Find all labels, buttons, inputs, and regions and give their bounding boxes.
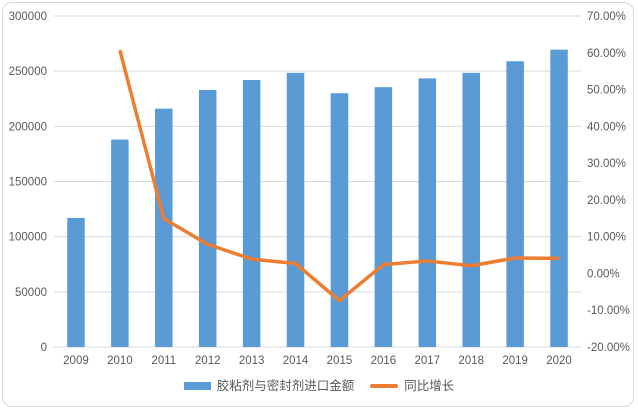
chart-legend: 胶粘剂与密封剂进口金额 同比增长 (0, 376, 638, 396)
bar-2017 (418, 78, 437, 348)
left-axis-tick-label: 50000 (15, 287, 47, 299)
left-axis-tick-label: 300000 (9, 11, 47, 23)
bar-2014 (286, 72, 305, 348)
legend-label-import-amount: 胶粘剂与密封剂进口金额 (216, 379, 355, 393)
left-axis-tick-label: 150000 (9, 177, 47, 189)
legend-label-yoy-growth: 同比增长 (404, 379, 455, 393)
legend-item-import-amount: 胶粘剂与密封剂进口金额 (183, 376, 355, 396)
right-axis-tick-label: -20.00% (587, 342, 630, 354)
bar-2009 (67, 217, 85, 347)
left-axis-tick-label: 250000 (9, 66, 47, 78)
right-axis-tick-label: 30.00% (587, 158, 626, 170)
x-axis-label-2015: 2015 (327, 355, 353, 367)
x-axis-label-2013: 2013 (239, 355, 265, 367)
right-axis-tick-label: 70.00% (587, 11, 626, 23)
bar-2015 (330, 93, 349, 347)
bar-2011 (155, 108, 173, 348)
line-series-swatch (370, 384, 399, 388)
line-series (118, 49, 560, 303)
chart-frame (2, 2, 634, 407)
x-axis-label-2016: 2016 (371, 355, 397, 367)
x-axis-label-2011: 2011 (151, 355, 176, 367)
left-axis-tick-label: 0 (41, 342, 47, 354)
right-axis-tick-label: 60.00% (587, 48, 626, 60)
right-axis-tick-label: 50.00% (587, 85, 626, 97)
legend-item-yoy-growth: 同比增长 (370, 376, 454, 396)
bar-series-swatch (183, 382, 211, 390)
x-axis-label-2018: 2018 (458, 355, 484, 367)
x-axis-label-2010: 2010 (107, 355, 133, 367)
right-axis-tick-label: 10.00% (587, 232, 626, 244)
x-axis-label-2020: 2020 (546, 355, 572, 367)
bar-2020 (550, 49, 568, 347)
x-axis-label-2014: 2014 (283, 355, 309, 367)
x-axis-label-2012: 2012 (195, 355, 221, 367)
bar-2013 (242, 79, 261, 347)
bar-2016 (374, 87, 393, 347)
x-axis-label-2019: 2019 (502, 355, 528, 367)
bar-2010 (111, 139, 129, 347)
right-axis-tick-label: 0.00% (587, 268, 620, 280)
bar-2012 (198, 89, 217, 347)
right-axis-tick-label: -10.00% (587, 305, 630, 317)
left-axis-tick-label: 200000 (9, 121, 47, 133)
right-axis-tick-label: 40.00% (587, 121, 626, 133)
bar-2018 (462, 72, 480, 348)
x-axis-label-2009: 2009 (63, 355, 89, 367)
bar-2019 (506, 61, 524, 348)
x-axis-label-2017: 2017 (414, 355, 440, 367)
left-axis-tick-label: 100000 (9, 232, 47, 244)
right-axis-tick-label: 20.00% (587, 195, 626, 207)
